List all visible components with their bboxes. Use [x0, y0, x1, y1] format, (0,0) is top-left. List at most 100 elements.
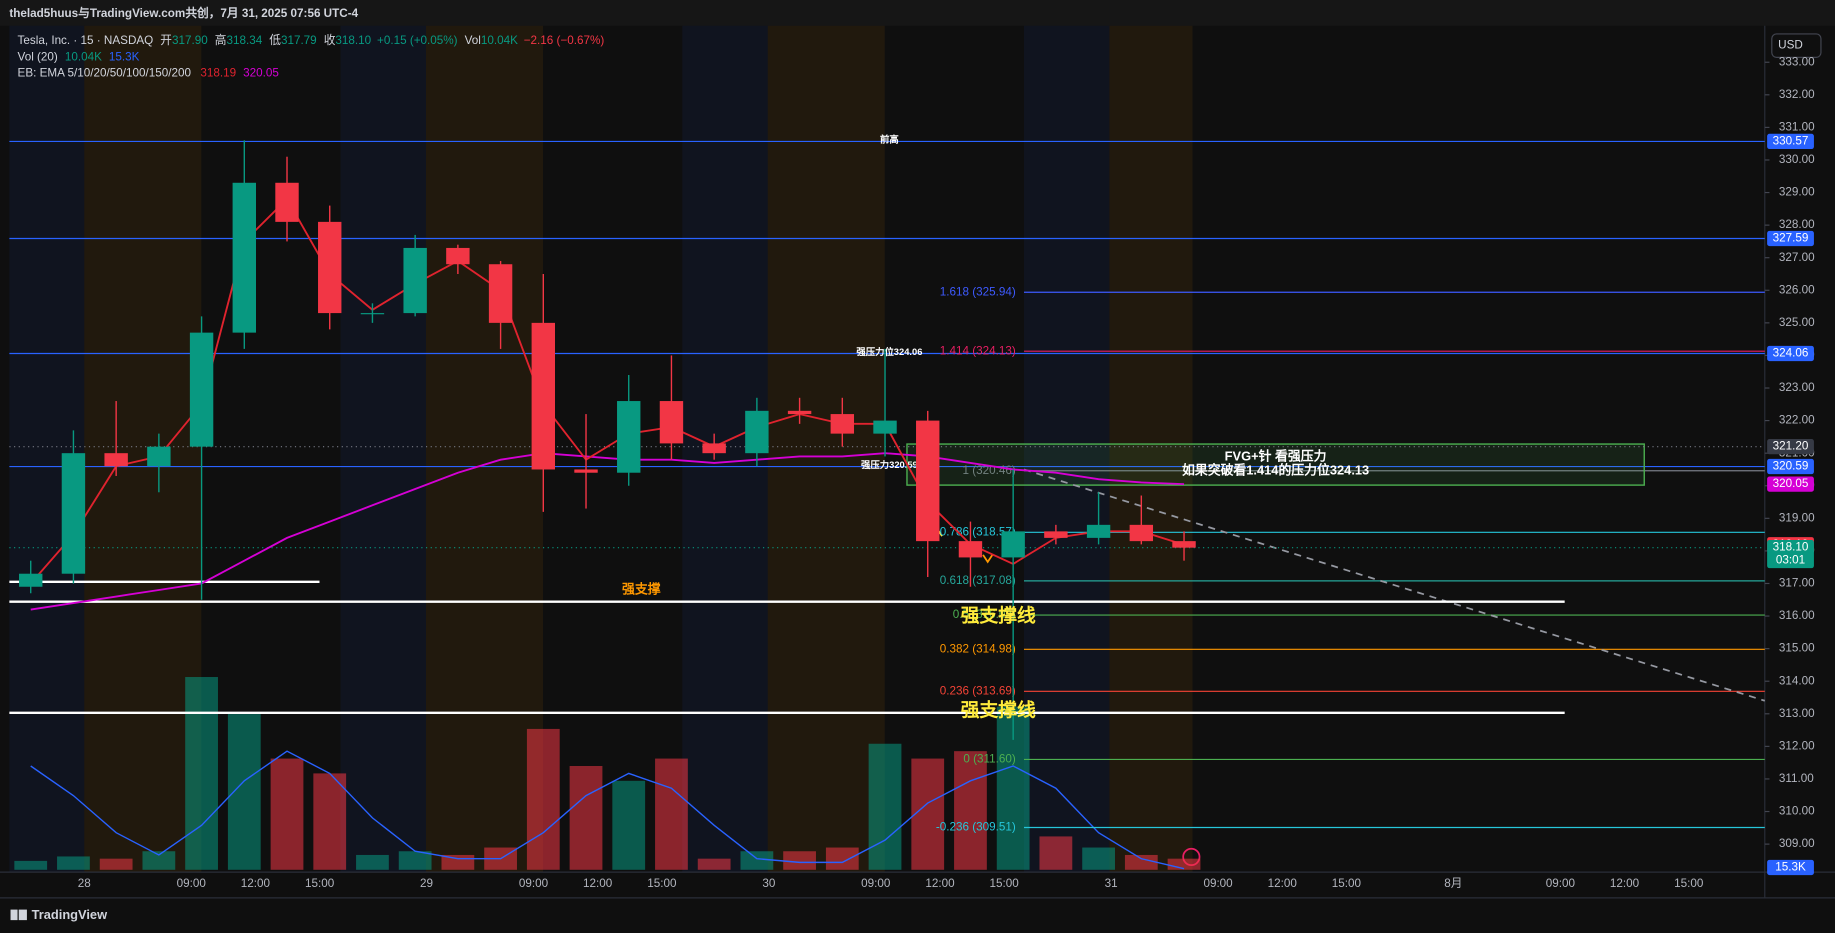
legend-item: Tesla, Inc. · 15 · NASDAQ — [18, 34, 154, 47]
legend-item: 317.79 — [281, 34, 317, 47]
candle-body — [1001, 531, 1025, 558]
candle-body — [659, 401, 684, 444]
candle-body — [61, 453, 86, 574]
volume-bar — [1039, 836, 1073, 870]
price-label-box — [1767, 439, 1814, 455]
logo-part — [10, 909, 18, 921]
x-tick-label: 12:00 — [1268, 877, 1298, 890]
legend-line: EB: EMA 5/10/20/50/100/150/200 318.19 320.… — [18, 67, 280, 80]
fvg-zone — [906, 443, 1645, 486]
pre-market — [425, 25, 544, 873]
legend-item: 318.34 — [226, 34, 262, 47]
y-tick-label: 329.00 — [1779, 186, 1815, 199]
pre-market — [767, 25, 885, 873]
volume-bar — [313, 773, 347, 870]
y-tick-label: 309.00 — [1779, 837, 1815, 850]
legend-item: 开 — [160, 34, 172, 47]
volume-bar — [569, 765, 603, 870]
line-label: 强压力320.59 — [861, 459, 918, 470]
price-label: 321.20 — [1773, 440, 1809, 453]
volume-bar — [142, 851, 176, 870]
ema-fast — [30, 197, 1185, 585]
x-tick-label: 09:00 — [177, 877, 207, 890]
candle-body — [488, 264, 513, 323]
post-market — [1023, 25, 1110, 873]
volume-bar — [740, 851, 774, 870]
legend-item: 低 — [269, 34, 281, 47]
y-tick-label: 312.00 — [1779, 739, 1815, 752]
y-tick-label: 323.00 — [1779, 381, 1815, 394]
candle-body — [745, 410, 769, 454]
volume-bar — [270, 758, 304, 870]
y-tick-label: 325.00 — [1779, 316, 1815, 329]
brand-logo — [10, 909, 27, 921]
volume-bar — [868, 743, 902, 870]
legend-item: 10.04K — [65, 50, 102, 63]
pre-market — [1109, 25, 1193, 873]
countdown: 03:01 — [1776, 554, 1805, 567]
y-tick-label: 322.00 — [1779, 414, 1815, 427]
fib-label: 1.414 (324.13) — [940, 344, 1016, 357]
volume-bar — [1124, 854, 1158, 870]
x-tick-label: 12:00 — [1610, 877, 1640, 890]
candle-body — [1172, 541, 1196, 548]
fvg-label: FVG+针 看强压力 — [1225, 448, 1327, 463]
price-label: 324.06 — [1773, 347, 1809, 360]
legend-item: Vol — [465, 34, 481, 47]
price-label-box — [1767, 230, 1814, 247]
x-tick-label: 8月 — [1444, 877, 1462, 890]
candle-body — [403, 247, 427, 314]
legend-item: EB: EMA 5/10/20/50/100/150/200 — [18, 67, 192, 80]
legend-line: Tesla, Inc. · 15 · NASDAQ 开317.90 高318.34 低… — [18, 33, 605, 47]
volume-bar — [1167, 858, 1201, 870]
volume-bar — [99, 858, 133, 870]
volume-bar — [954, 751, 987, 870]
currency-button[interactable] — [1771, 33, 1822, 58]
candle-body — [617, 401, 641, 473]
post-market — [340, 25, 426, 873]
fvg-label: 如果突破看1.414的压力位324.13 — [1182, 462, 1369, 477]
y-tick-label: 314.00 — [1779, 674, 1815, 687]
y-tick-label: 317.00 — [1779, 577, 1815, 590]
y-tick-label: 311.00 — [1779, 772, 1814, 785]
volume-bar — [1082, 847, 1115, 870]
volume-bar — [356, 854, 389, 870]
price-label-box — [1767, 345, 1814, 362]
y-tick-label: 333.00 — [1779, 55, 1815, 68]
line-label: 强压力位324.06 — [856, 346, 922, 357]
volume-bar — [783, 851, 816, 870]
price-label: 330.57 — [1773, 134, 1809, 147]
legend-item: 317.90 — [172, 34, 208, 47]
price-label: 320.59 — [1773, 460, 1809, 473]
ema-slow — [30, 452, 1185, 611]
volume-bar — [911, 758, 945, 870]
x-tick-label: 28 — [78, 877, 91, 890]
y-tick-label: 319.00 — [1779, 511, 1815, 524]
fib-label: 0.786 (318.57) — [940, 525, 1016, 538]
candle-body — [232, 182, 256, 333]
y-tick-label: 332.00 — [1779, 88, 1815, 101]
x-tick-label: 15:00 — [305, 877, 335, 890]
y-tick-label: 326.00 — [1779, 283, 1815, 296]
price-label: 320.05 — [1773, 477, 1809, 490]
legend-item: 高 — [215, 33, 227, 47]
annotation: 强支撑 — [622, 581, 661, 596]
candle-body — [830, 414, 855, 434]
volume-bar — [398, 851, 432, 870]
candle-body — [19, 573, 43, 587]
annotation: 强支撑线 — [961, 605, 1036, 626]
pre-market — [84, 25, 202, 873]
legend-item: 收 — [324, 33, 336, 47]
candle-body — [189, 332, 214, 447]
x-tick-label: 31 — [1105, 877, 1118, 890]
price-label-box — [1767, 458, 1814, 475]
candle-body — [531, 322, 556, 470]
currency[interactable]: USD — [1778, 39, 1803, 52]
legend-item: −2.16 (−0.67%) — [524, 34, 605, 47]
y-tick-label: 313.00 — [1779, 707, 1815, 720]
price-label-box — [1767, 540, 1814, 569]
header: thelad5huus与TradingView.com共创，7月 31, 202… — [9, 6, 358, 20]
price-label: 327.59 — [1773, 232, 1809, 245]
